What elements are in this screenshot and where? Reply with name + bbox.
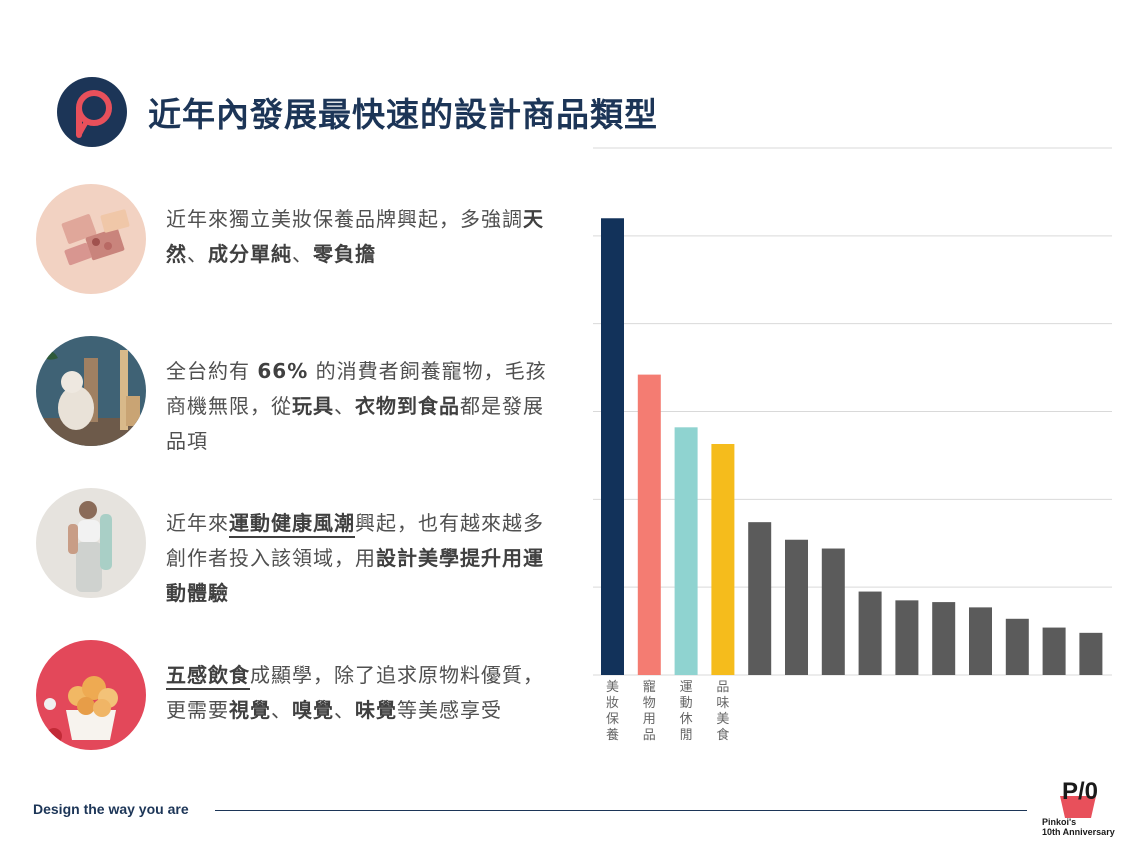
badge-mark: P/0 bbox=[1062, 778, 1099, 805]
text-segment: 、 bbox=[271, 698, 292, 722]
bar bbox=[969, 607, 992, 675]
bar bbox=[895, 600, 919, 675]
bold-text: 零負擔 bbox=[313, 242, 376, 266]
text-segment: 興起，也有越來越多創作者投入該領域，用 bbox=[166, 511, 544, 570]
text-segment: 近年來獨立美妝保養品牌興起，多強調 bbox=[166, 207, 523, 231]
bar bbox=[858, 591, 882, 675]
bold-text: 視覺 bbox=[229, 698, 271, 722]
bar bbox=[821, 548, 845, 675]
bar bbox=[1042, 627, 1066, 675]
badge-text: Pinkoi's 10th Anniversary bbox=[1042, 817, 1115, 837]
bar bbox=[785, 539, 808, 675]
item-description: 近年來獨立美妝保養品牌興起，多強調天然、成分單純、零負擔 bbox=[166, 202, 556, 272]
text-segment: 、 bbox=[292, 242, 313, 266]
bold-text: 成分單純 bbox=[208, 242, 292, 266]
bold-text: 五感飲食 bbox=[166, 663, 250, 687]
bar bbox=[1079, 632, 1103, 675]
bold-text: 衣物到食品 bbox=[355, 394, 460, 418]
bar bbox=[601, 218, 624, 675]
list-item-sports: 近年來運動健康風潮興起，也有越來越多創作者投入該領域，用設計美學提升用運動體驗 bbox=[36, 488, 576, 605]
list-item-pets: 全台約有 66% 的消費者飼養寵物，毛孩商機無限，從玩具、衣物到食品都是發展品項 bbox=[36, 336, 576, 453]
page-title: 近年內發展最快速的設計商品類型 bbox=[148, 95, 658, 134]
cat-photo-image bbox=[36, 336, 146, 446]
bold-text: 運動健康風潮 bbox=[229, 511, 355, 535]
bar bbox=[748, 522, 772, 675]
item-description: 五感飲食成顯學，除了追求原物料優質，更需要視覺、嗅覺、味覺等美感享受 bbox=[166, 658, 556, 728]
badge-line1: Pinkoi's bbox=[1042, 817, 1077, 827]
fitness-woman-image bbox=[36, 488, 146, 598]
cosmetics-palette-image bbox=[36, 184, 146, 294]
x-tick-label: 運動休閒 bbox=[680, 680, 693, 743]
list-item-beauty: 近年來獨立美妝保養品牌興起，多強調天然、成分單純、零負擔 bbox=[36, 184, 576, 296]
pinkoi-logo-icon bbox=[57, 77, 127, 147]
text-segment: 、 bbox=[187, 242, 208, 266]
badge-line2: 10th Anniversary bbox=[1042, 827, 1115, 837]
bar bbox=[674, 427, 698, 675]
text-segment: 都是發展品項 bbox=[166, 394, 544, 453]
anniversary-badge: P/0 Pinkoi's 10th Anniversary bbox=[1040, 778, 1132, 844]
bar bbox=[711, 443, 735, 675]
x-tick-label: 品味美食 bbox=[716, 680, 729, 743]
x-tick-label: 寵物用品 bbox=[643, 679, 656, 743]
bar bbox=[932, 602, 956, 675]
item-description: 全台約有 66% 的消費者飼養寵物，毛孩商機無限，從玩具、衣物到食品都是發展品項 bbox=[166, 354, 556, 459]
basket-icon bbox=[1060, 796, 1096, 818]
text-segment: 等美感享受 bbox=[397, 698, 502, 722]
underlined-text: 運動健康風潮 bbox=[229, 511, 355, 535]
text-segment: 的消費者飼養寵物，毛孩商機無限，從 bbox=[166, 359, 547, 418]
bold-text: 天然 bbox=[166, 207, 544, 266]
bold-text: 味覺 bbox=[355, 698, 397, 722]
footer-tagline: Design the way you are bbox=[33, 801, 189, 817]
text-segment: 全台約有 bbox=[166, 359, 258, 383]
list-item-food: 五感飲食成顯學，除了追求原物料優質，更需要視覺、嗅覺、味覺等美感享受 bbox=[36, 640, 576, 752]
bar bbox=[637, 374, 661, 675]
bold-text: 66% bbox=[257, 359, 309, 383]
bold-text: 嗅覺 bbox=[292, 698, 334, 722]
footer-divider bbox=[215, 810, 1027, 811]
bar bbox=[1005, 618, 1029, 675]
text-segment: 、 bbox=[334, 394, 355, 418]
item-description: 近年來運動健康風潮興起，也有越來越多創作者投入該領域，用設計美學提升用運動體驗 bbox=[166, 506, 556, 611]
text-segment: 成顯學，除了追求原物料優質，更需要 bbox=[166, 663, 544, 722]
bold-text: 玩具 bbox=[292, 394, 334, 418]
popcorn-food-image bbox=[36, 640, 146, 750]
x-tick-label: 美妝保養 bbox=[606, 680, 619, 743]
bar-chart: 美妝保養 寵物用品 運動休閒 品味美食 bbox=[593, 147, 1112, 743]
text-segment: 近年來 bbox=[166, 511, 229, 535]
underlined-text: 五感飲食 bbox=[166, 663, 250, 687]
text-segment: 、 bbox=[334, 698, 355, 722]
bold-text: 設計美學提升用運動體驗 bbox=[166, 546, 544, 605]
